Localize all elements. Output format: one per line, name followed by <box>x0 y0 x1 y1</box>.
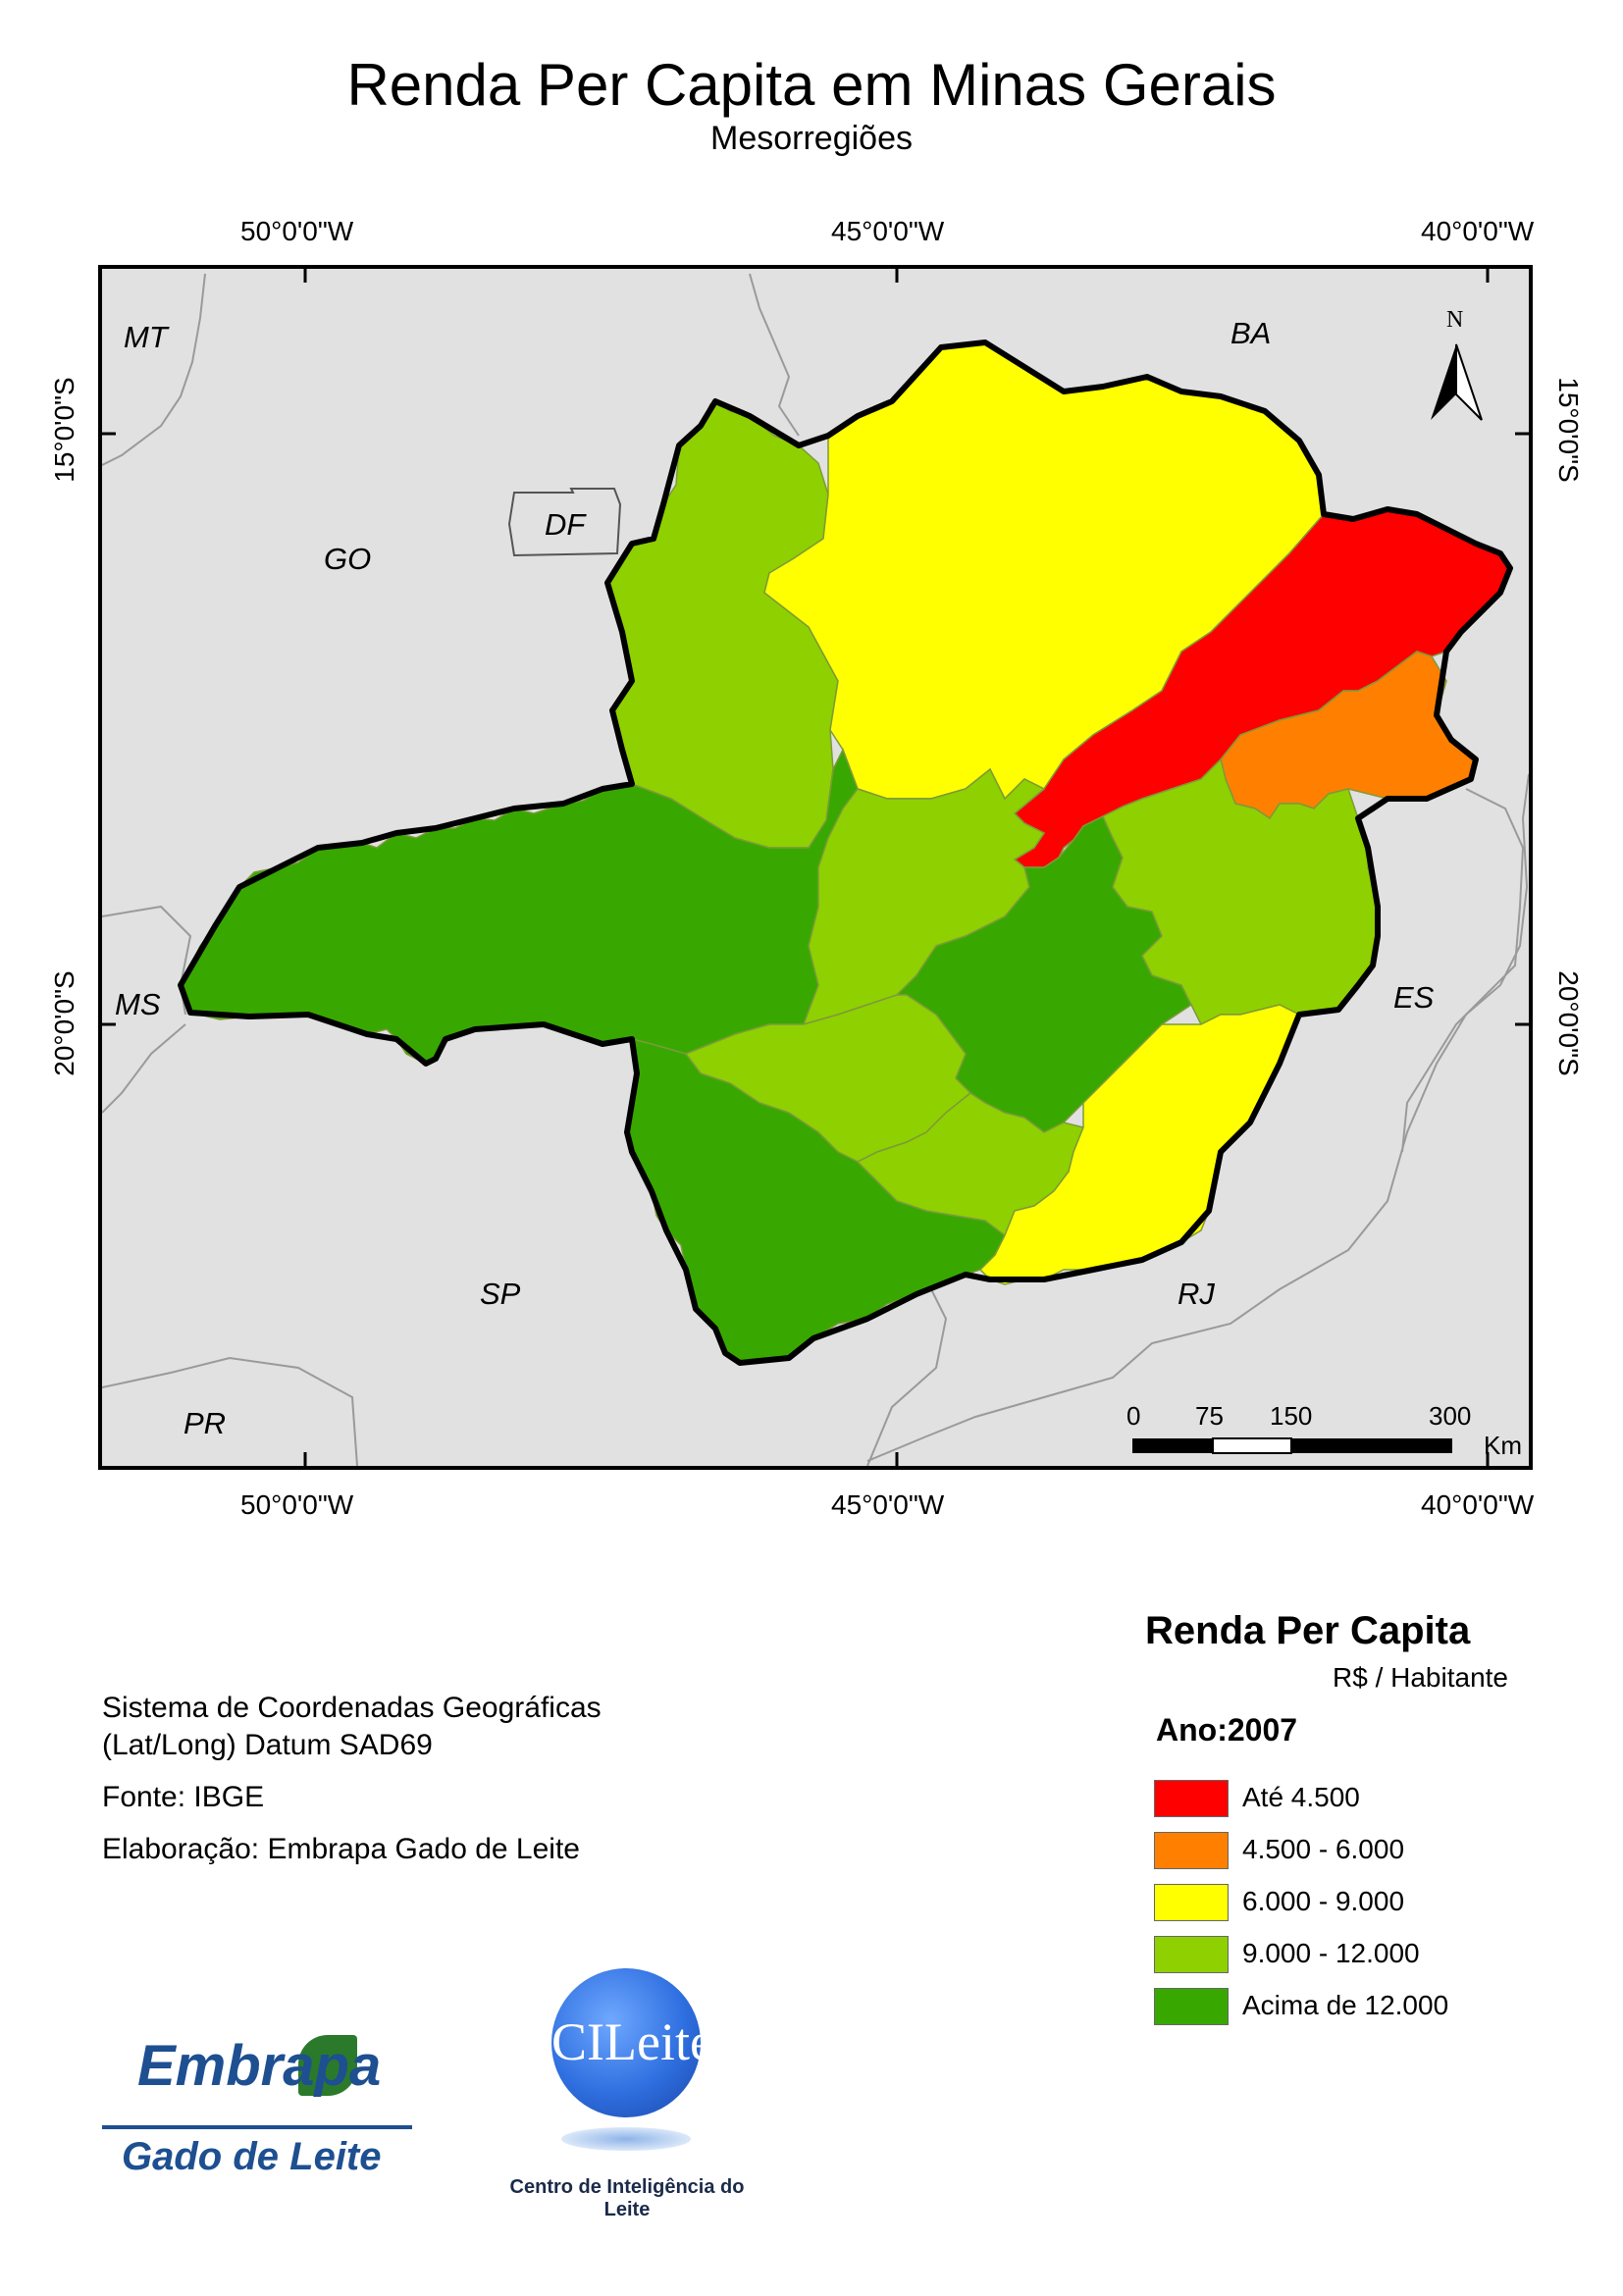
scale-tick-300: 300 <box>1429 1401 1471 1431</box>
cileite-shadow <box>561 2127 691 2151</box>
scale-seg-3 <box>1291 1438 1452 1453</box>
north-letter: N <box>1446 307 1463 333</box>
boundary-ba-es <box>1401 788 1525 1153</box>
author-text: Elaboração: Embrapa Gado de Leite <box>102 1833 580 1865</box>
source-text: Fonte: IBGE <box>102 1781 265 1813</box>
scale-tick-75: 75 <box>1195 1401 1224 1431</box>
cileite-subtitle: Centro de Inteligência do Leite <box>509 2176 745 2220</box>
coord-bottom-40w: 40°0'0"W <box>1421 1489 1535 1520</box>
gado-leite-text: Gado de Leite <box>122 2135 382 2178</box>
boundary-sp-rj <box>866 1278 948 1466</box>
boundary-sp-pr <box>102 1356 358 1466</box>
map-frame: MT GO DF BA MS ES SP RJ PR N 0 75 150 30… <box>98 265 1533 1470</box>
coord-bottom-45w: 45°0'0"W <box>831 1489 945 1520</box>
coord-right-15s: 15°0'0"S <box>1553 377 1584 483</box>
scale-tick-150: 150 <box>1270 1401 1312 1431</box>
cileite-logo: CILeite Centro de Inteligência do Leite <box>495 1968 759 2220</box>
label-df: DF <box>545 507 587 542</box>
scale-seg-1 <box>1132 1438 1213 1453</box>
mesoregions <box>180 341 1511 1364</box>
boundary-mt-go <box>102 273 206 466</box>
label-ba: BA <box>1230 316 1271 350</box>
map-title: Renda Per Capita em Minas Gerais <box>346 52 1277 118</box>
label-rj: RJ <box>1178 1277 1215 1311</box>
label-sp: SP <box>480 1277 521 1311</box>
map-canvas: MT GO DF BA MS ES SP RJ PR N 0 75 150 30… <box>102 269 1529 1466</box>
embrapa-logo: Embrapa Gado de Leite <box>102 2025 416 2192</box>
graticule-ticks <box>102 269 1529 1466</box>
coord-top-40w: 40°0'0"W <box>1421 216 1535 246</box>
legend-swatch <box>1154 1884 1229 1921</box>
legend-label: 4.500 - 6.000 <box>1242 1834 1405 1864</box>
legend-swatch <box>1154 1936 1229 1973</box>
legend-label: Acima de 12.000 <box>1242 1990 1449 2020</box>
crs-line-2: (Lat/Long) Datum SAD69 <box>102 1729 433 1761</box>
embrapa-logo-text: Embrapa <box>137 2034 382 2098</box>
label-mt: MT <box>124 320 170 354</box>
legend-swatch <box>1154 1780 1229 1817</box>
legend-swatch <box>1154 1988 1229 2025</box>
df-outline <box>507 488 622 557</box>
legend-label: 9.000 - 12.000 <box>1242 1938 1420 1968</box>
boundary-ms-sp <box>102 1023 186 1114</box>
coord-top-50w: 50°0'0"W <box>240 216 354 246</box>
scale-bar: 0 75 150 300 Km <box>1126 1401 1522 1460</box>
scale-seg-2 <box>1212 1437 1292 1454</box>
legend-title: Renda Per Capita <box>1145 1609 1471 1652</box>
mg-outline <box>178 339 1513 1366</box>
legend-label: 6.000 - 9.000 <box>1242 1886 1405 1916</box>
boundary-go-ba <box>749 273 800 437</box>
legend-label: Até 4.500 <box>1242 1782 1360 1812</box>
north-arrow: N <box>1431 307 1483 421</box>
crs-line-1: Sistema de Coordenadas Geográficas <box>102 1692 602 1724</box>
coord-right-20s: 20°0'0"S <box>1553 970 1584 1076</box>
coast <box>866 773 1529 1462</box>
legend-unit: R$ / Habitante <box>1333 1662 1508 1693</box>
scale-tick-0: 0 <box>1126 1401 1140 1431</box>
label-ms: MS <box>115 987 161 1021</box>
embrapa-rule <box>102 2125 412 2129</box>
north-arrow-right <box>1455 343 1483 421</box>
coord-left-15s: 15°0'0"S <box>49 377 79 483</box>
coord-left-20s: 20°0'0"S <box>49 970 79 1076</box>
scale-unit: Km <box>1484 1431 1522 1460</box>
cileite-logo-text: CILeite <box>551 2012 713 2071</box>
cileite-globe <box>551 1968 701 2117</box>
map-subtitle: Mesorregiões <box>710 120 913 157</box>
label-pr: PR <box>183 1406 226 1440</box>
legend-swatch <box>1154 1832 1229 1869</box>
label-es: ES <box>1393 980 1435 1015</box>
region-noroeste <box>606 400 839 849</box>
coord-top-45w: 45°0'0"W <box>831 216 945 246</box>
embrapa-leaf-shape <box>298 2035 357 2096</box>
north-arrow-left <box>1431 344 1456 420</box>
legend-year: Ano:2007 <box>1156 1712 1298 1748</box>
coord-bottom-50w: 50°0'0"W <box>240 1489 354 1520</box>
label-go: GO <box>324 542 371 576</box>
